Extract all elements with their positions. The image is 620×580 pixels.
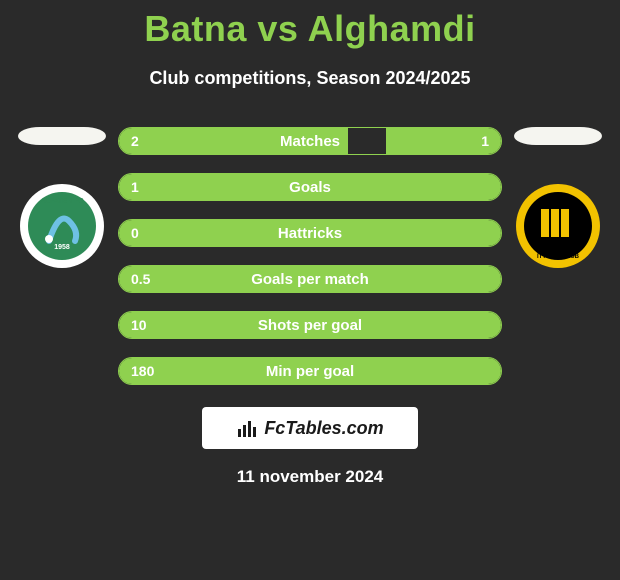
left-column: ALFATEH FC 1958 [6, 127, 118, 269]
stat-value-left: 180 [131, 363, 154, 379]
content-row: ALFATEH FC 1958 2 Matches 1 1 Goals 0 Hattrick… [0, 127, 620, 385]
stat-label: Goals per match [251, 271, 369, 288]
stat-value-left: 2 [131, 133, 139, 149]
stat-row: 180 Min per goal [118, 357, 502, 385]
stat-value-left: 10 [131, 317, 147, 333]
stat-label: Shots per goal [258, 317, 362, 334]
stat-value-right: 1 [481, 133, 489, 149]
ittihad-crest-icon: ITTIHAD CLUB [515, 183, 601, 269]
brand-text: FcTables.com [264, 418, 383, 439]
stat-row: 0.5 Goals per match [118, 265, 502, 293]
stats-column: 2 Matches 1 1 Goals 0 Hattricks 0.5 Goals per ma… [118, 127, 502, 385]
stat-row: 1 Goals [118, 173, 502, 201]
stat-row: 10 Shots per goal [118, 311, 502, 339]
stat-label: Min per goal [266, 363, 354, 380]
brand-chart-icon [236, 417, 258, 439]
stat-label: Hattricks [278, 225, 342, 242]
stat-label: Matches [280, 133, 340, 150]
left-pill-shape [18, 127, 106, 145]
brand-badge: FcTables.com [202, 407, 418, 449]
season-subtitle: Club competitions, Season 2024/2025 [0, 68, 620, 89]
stat-value-left: 0.5 [131, 271, 150, 287]
stat-value-left: 1 [131, 179, 139, 195]
alfateh-crest-icon: ALFATEH FC 1958 [19, 183, 105, 269]
page-title: Batna vs Alghamdi [0, 0, 620, 50]
stat-row: 0 Hattricks [118, 219, 502, 247]
right-pill-shape [514, 127, 602, 145]
stat-row: 2 Matches 1 [118, 127, 502, 155]
svg-text:ITTIHAD CLUB: ITTIHAD CLUB [537, 254, 580, 260]
left-team-crest: ALFATEH FC 1958 [19, 183, 105, 269]
stat-value-left: 0 [131, 225, 139, 241]
comparison-card: Batna vs Alghamdi Club competitions, Sea… [0, 0, 620, 580]
right-team-crest: ITTIHAD CLUB [515, 183, 601, 269]
footer-date: 11 november 2024 [0, 467, 620, 487]
svg-text:ALFATEH FC: ALFATEH FC [40, 198, 83, 205]
right-column: ITTIHAD CLUB [502, 127, 614, 269]
svg-text:1958: 1958 [54, 244, 70, 251]
stat-label: Goals [289, 179, 331, 196]
